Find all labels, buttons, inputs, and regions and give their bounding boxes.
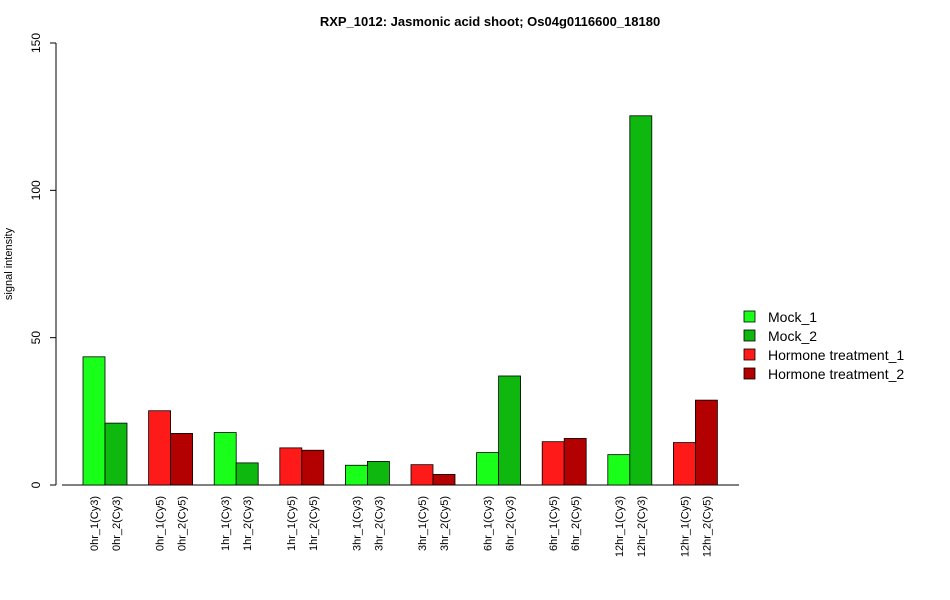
x-tick-label: 1hr_2(Cy5): [308, 496, 320, 551]
legend-label: Mock_2: [768, 328, 817, 344]
bar: [673, 442, 696, 486]
legend-swatch: [743, 348, 756, 361]
legend-swatch: [743, 310, 756, 323]
y-tick-label: 100: [29, 180, 43, 200]
bar: [235, 462, 259, 486]
bar: [541, 441, 565, 486]
x-tick-label: 1hr_1(Cy5): [286, 496, 298, 551]
bar: [629, 115, 653, 486]
legend-swatch: [743, 367, 756, 380]
x-tick-label: 12hr_2(Cy3): [636, 496, 648, 557]
bar: [607, 454, 631, 486]
legend-label: Hormone treatment_2: [768, 366, 904, 382]
bar: [170, 433, 194, 486]
legend-item: Mock_1: [743, 309, 817, 325]
x-tick-label: 1hr_1(Cy3): [220, 496, 232, 551]
bars: [82, 115, 718, 486]
y-tick-label: 0: [29, 481, 43, 488]
x-tick-label: 3hr_2(Cy3): [373, 496, 385, 551]
bar: [410, 464, 434, 486]
x-tick-label: 3hr_2(Cy5): [439, 496, 451, 551]
legend: Mock_1 Mock_2 Hormone treatment_1 Hormone t…: [743, 309, 904, 382]
x-tick-label: 12hr_1(Cy5): [679, 496, 691, 557]
bar: [279, 447, 303, 486]
y-tick-label: 150: [29, 33, 43, 53]
y-axis-label: signal intensity: [3, 227, 15, 300]
x-tick-label: 6hr_2(Cy5): [570, 496, 582, 551]
legend-item: Mock_2: [743, 328, 817, 344]
bar: [104, 422, 128, 486]
x-tick-label: 3hr_1(Cy5): [417, 496, 429, 551]
bar: [695, 399, 718, 486]
legend-item: Hormone treatment_1: [743, 347, 904, 363]
legend-label: Hormone treatment_1: [768, 347, 904, 363]
x-tick-label: 12hr_2(Cy5): [701, 496, 713, 557]
legend-swatch: [743, 329, 756, 342]
chart-title: RXP_1012: Jasmonic acid shoot; Os04g0116…: [320, 14, 660, 29]
legend-label: Mock_1: [768, 309, 817, 325]
x-tick-label: 6hr_1(Cy3): [483, 496, 495, 551]
bar: [148, 410, 172, 486]
bar: [476, 452, 500, 486]
x-axis-tick-labels: 0hr_1(Cy3) 0hr_2(Cy3) 0hr_1(Cy5) 0hr_2(Cy5)…: [89, 496, 713, 557]
bar: [432, 473, 456, 486]
x-tick-label: 6hr_2(Cy3): [505, 496, 517, 551]
bar: [498, 375, 522, 486]
y-tick-label: 50: [29, 331, 43, 345]
bar: [366, 461, 390, 486]
bar: [563, 438, 587, 486]
bar: [213, 432, 237, 486]
x-tick-label: 12hr_1(Cy3): [614, 496, 626, 557]
bar: [82, 356, 106, 486]
x-tick-label: 0hr_2(Cy3): [111, 496, 123, 551]
bar: [344, 464, 368, 486]
x-tick-label: 0hr_1(Cy5): [155, 496, 167, 551]
x-tick-label: 0hr_1(Cy3): [89, 496, 101, 551]
x-tick-label: 3hr_1(Cy3): [351, 496, 363, 551]
bar: [301, 449, 325, 486]
x-tick-label: 0hr_2(Cy5): [177, 496, 189, 551]
legend-item: Hormone treatment_2: [743, 366, 904, 382]
x-tick-label: 1hr_2(Cy3): [242, 496, 254, 551]
x-tick-label: 6hr_1(Cy5): [548, 496, 560, 551]
